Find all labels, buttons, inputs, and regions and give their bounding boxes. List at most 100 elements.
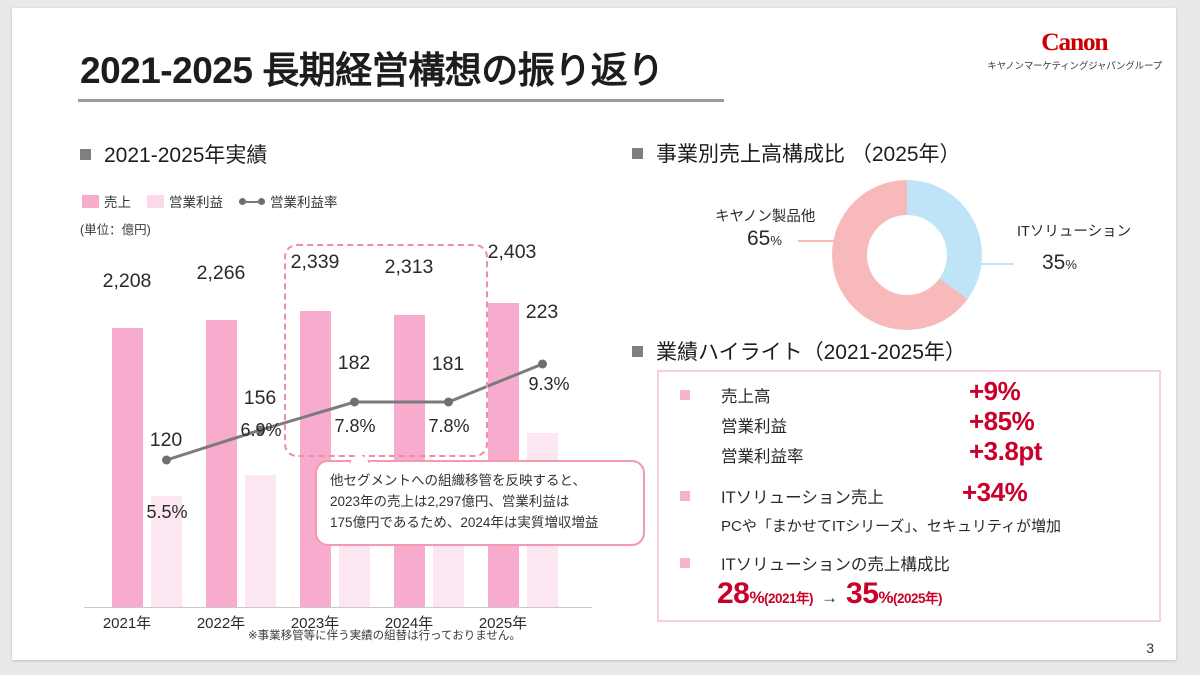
it-mix-to-number: 35	[846, 577, 879, 610]
legend-item-profit: 営業利益	[147, 191, 223, 211]
donut-value-canon-unit: %	[770, 233, 782, 248]
slide: 2021-2025 長期経営構想の振り返り Canon キヤノンマーケティングジ…	[12, 8, 1176, 660]
bar-chart	[72, 238, 592, 608]
highlight-it-mix-from: 28%(2021年)	[717, 577, 814, 611]
highlight-row-it-sales: ITソリューション売上	[721, 484, 884, 508]
legend-label-margin: 営業利益率	[270, 195, 338, 210]
legend-swatch-profit	[147, 194, 164, 208]
bar-label-sales-2022: 2,266	[196, 262, 246, 284]
highlight-sub-it-sales: PCや「まかせてITシリーズ」、セキュリティが増加	[721, 518, 1062, 535]
section-heading-highlights: 業績ハイライト（2021-2025年）	[632, 336, 966, 366]
bullet-square-icon	[80, 148, 91, 160]
legend-item-margin: 営業利益率	[239, 191, 338, 211]
highlight-row-it-mix-values: 28%(2021年) → 35%(2025年)	[717, 577, 943, 611]
margin-label-2025: 9.3%	[528, 374, 570, 394]
bar-sales-2021	[112, 328, 143, 608]
legend-label-profit: 営業利益	[169, 195, 223, 210]
section-heading-segment-mix-label: 事業別売上高構成比 （2025年）	[656, 143, 961, 166]
bar-label-sales-2023: 2,339	[290, 251, 340, 273]
highlight-row-it-mix: ITソリューションの売上構成比	[721, 551, 950, 575]
canon-logo: Canon キヤノンマーケティングジャパングループ	[987, 30, 1162, 72]
donut-chart	[832, 180, 982, 330]
section-heading-results-label: 2021-2025年実績	[104, 144, 268, 167]
chart-footnote: ※事業移管等に伴う実績の組替は行っておりません。	[248, 630, 521, 642]
page-title: 2021-2025 長期経営構想の振り返り	[80, 50, 664, 91]
highlight-value-sales-suffix: %	[997, 376, 1021, 406]
legend-swatch-sales	[82, 194, 99, 208]
it-mix-from-year: (2021年)	[764, 591, 814, 606]
highlight-value-margin-suffix: pt	[1018, 436, 1042, 466]
it-mix-arrow-icon: →	[821, 588, 839, 607]
highlight-label-sales: 売上高	[721, 388, 771, 406]
bullet-square-icon	[632, 147, 643, 159]
x-axis-label-2024: 2024年	[384, 615, 434, 632]
legend-item-sales: 売上	[82, 191, 131, 211]
highlight-value-op-number: +85	[969, 406, 1012, 436]
highlight-value-sales: +9%	[969, 376, 1021, 407]
highlight-value-sales-number: +9	[969, 376, 998, 406]
donut-label-canon-products: キヤノン製品他	[715, 209, 816, 225]
highlight-label-operating-margin: 営業利益率	[721, 448, 804, 466]
highlight-value-operating-profit: +85%	[969, 406, 1035, 437]
bar-label-sales-2024: 2,313	[384, 256, 434, 278]
donut-leader-left	[798, 240, 834, 242]
highlight-value-operating-margin: +3.8 pt	[969, 436, 1042, 467]
highlight-bullet-icon-2	[680, 491, 690, 501]
donut-value-it-unit: %	[1065, 257, 1077, 272]
donut-value-it-number: 35	[1042, 251, 1066, 274]
bar-sales-2022	[206, 320, 237, 608]
margin-label-2023: 7.8%	[334, 416, 376, 436]
donut-leader-right	[980, 263, 1014, 265]
highlight-bullet-icon-1	[680, 390, 690, 400]
highlight-value-it-sales: +34%	[962, 477, 1028, 508]
donut-value-it-solution: 35%	[1042, 251, 1077, 275]
highlight-value-it-number: +34	[962, 477, 1005, 507]
page-number: 3	[1146, 640, 1154, 656]
bar-label-profit-2025: 223	[525, 301, 559, 323]
highlight-it-mix-to: 35%(2025年)	[846, 577, 943, 611]
highlight-bullet-icon-3	[680, 558, 690, 568]
highlight-row-operating-margin: 営業利益率	[721, 443, 804, 467]
highlight-label-it-sales: ITソリューション売上	[721, 489, 884, 507]
x-axis-label-2022: 2022年	[196, 615, 246, 632]
bar-sales-2025	[488, 303, 519, 608]
bar-sales-2023	[300, 311, 331, 608]
chart-legend: 売上 営業利益 営業利益率	[82, 191, 338, 211]
donut-ring	[832, 180, 982, 330]
margin-line-series	[162, 359, 547, 465]
section-heading-highlights-label: 業績ハイライト（2021-2025年）	[656, 341, 967, 364]
bullet-square-icon	[632, 345, 643, 357]
it-mix-from-number: 28	[717, 577, 750, 610]
donut-label-it-solution: ITソリューション	[1017, 224, 1132, 240]
highlight-row-sales: 売上高	[721, 383, 771, 407]
margin-label-2021: 5.5%	[146, 502, 188, 522]
bar-label-profit-2023: 182	[337, 352, 371, 374]
bar-label-profit-2021: 120	[149, 429, 183, 451]
highlight-row-it-sub: PCや「まかせてITシリーズ」、セキュリティが増加	[721, 515, 1061, 536]
highlight-value-margin-number: +3.8	[969, 436, 1019, 466]
x-axis-label-2025: 2025年	[478, 615, 528, 632]
legend-line-marker-icon	[239, 195, 265, 208]
donut-value-canon-products: 65%	[747, 227, 782, 251]
section-heading-segment-mix: 事業別売上高構成比 （2025年）	[632, 138, 961, 168]
x-axis-label-2021: 2021年	[102, 615, 152, 632]
bar-label-sales-2021: 2,208	[102, 270, 152, 292]
title-underline	[78, 99, 724, 102]
legend-label-sales: 売上	[104, 195, 131, 210]
section-heading-results: 2021-2025年実績	[80, 139, 267, 169]
bar-label-sales-2025: 2,403	[487, 241, 537, 263]
canon-logo-subtitle: キヤノンマーケティングジャパングループ	[987, 61, 1162, 72]
chart-unit-note: (単位：億円)	[80, 223, 151, 237]
highlight-label-it-mix: ITソリューションの売上構成比	[721, 556, 950, 574]
donut-value-canon-number: 65	[747, 227, 771, 250]
highlight-row-operating-profit: 営業利益	[721, 413, 787, 437]
margin-label-2022: 6.9%	[240, 420, 282, 440]
bar-label-profit-2024: 181	[431, 353, 465, 375]
chart-baseline-axis	[84, 606, 592, 608]
callout-text: 他セグメントへの組織移管を反映すると、 2023年の売上は2,297億円、営業利…	[330, 473, 599, 530]
margin-label-2024: 7.8%	[428, 416, 470, 436]
highlight-value-op-suffix: %	[1011, 406, 1035, 436]
highlight-value-it-suffix: %	[1004, 477, 1028, 507]
it-mix-to-year: (2025年)	[893, 591, 943, 606]
x-axis-label-2023: 2023年	[290, 615, 340, 632]
